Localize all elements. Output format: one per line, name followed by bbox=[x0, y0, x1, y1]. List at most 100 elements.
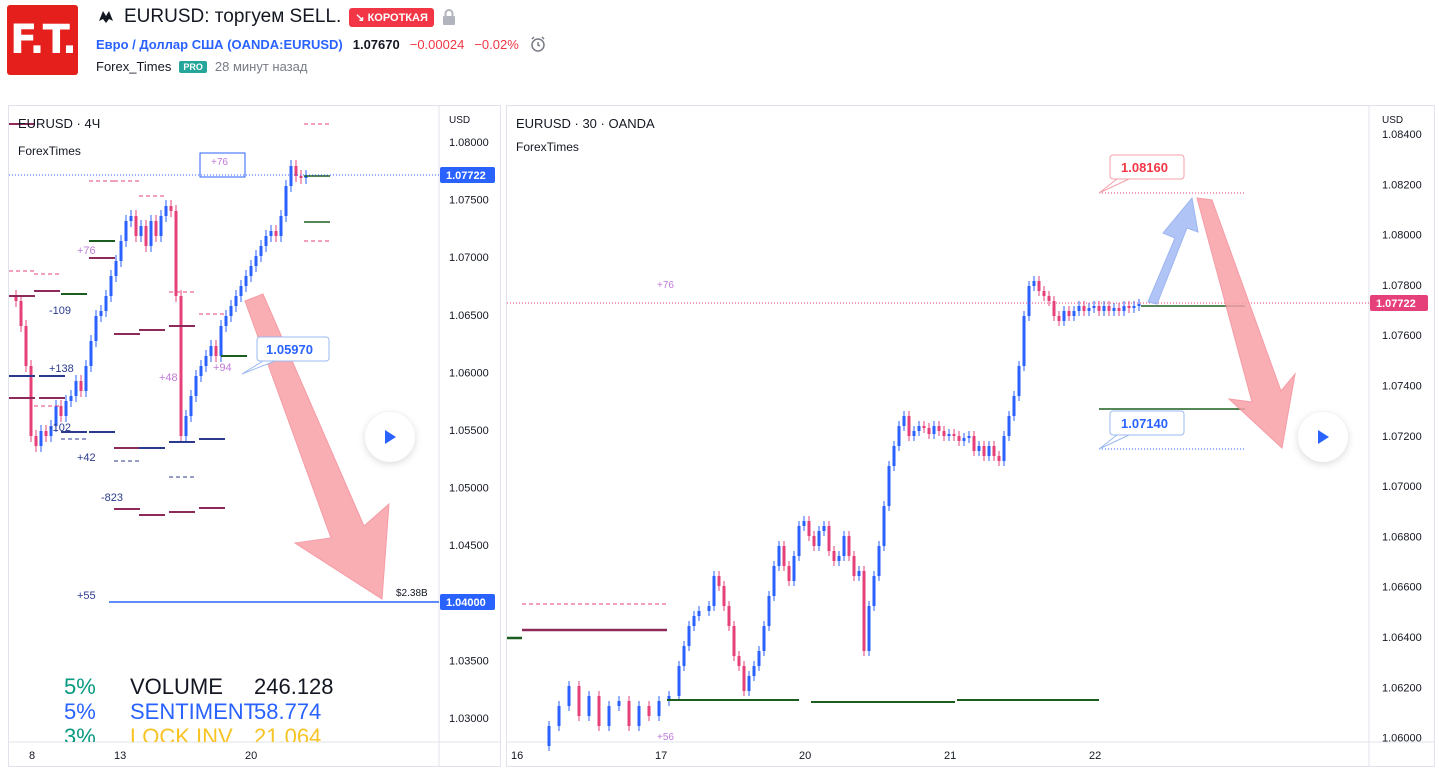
price-tick-label: 1.08200 bbox=[1382, 179, 1422, 191]
stat-pct: 3% bbox=[64, 724, 96, 742]
price-tick-label: 1.08400 bbox=[1382, 129, 1422, 141]
right-chart-subtitle: ForexTimes bbox=[516, 140, 579, 154]
stat-row: 5% SENTIMENT 58.774 bbox=[64, 699, 364, 724]
stat-row: 3% LOCK INV 21.064 bbox=[64, 724, 364, 742]
level-label: +76 bbox=[657, 280, 674, 291]
stat-value: 58.774 bbox=[254, 699, 322, 724]
level-label: +42 bbox=[77, 452, 96, 464]
price-tick-label: 1.06600 bbox=[1382, 582, 1422, 594]
down-arrow-right bbox=[1196, 197, 1296, 449]
price-tick-label: 1.05500 bbox=[449, 425, 489, 437]
callout-box bbox=[256, 336, 330, 362]
play-icon bbox=[385, 430, 396, 444]
right-chart-canvas[interactable]: 1.08160 1.07140 +76 +56 EURUSD · 30 · OA… bbox=[507, 106, 1434, 766]
price-tick-label: 1.07000 bbox=[1382, 481, 1422, 493]
play-button-left[interactable] bbox=[365, 412, 415, 462]
price-tick-label: 1.07200 bbox=[1382, 431, 1422, 443]
alarm-icon[interactable] bbox=[529, 35, 547, 53]
callout-low bbox=[1109, 410, 1185, 436]
lock-icon bbox=[442, 9, 455, 25]
left-time-axis[interactable]: 8 13 20 bbox=[29, 750, 257, 762]
callout-high bbox=[1109, 154, 1185, 180]
level-label: +55 bbox=[77, 590, 96, 602]
author-row: Forex_Times PRO 28 минут назад bbox=[96, 59, 307, 74]
left-chart-title: EURUSD · 4Ч bbox=[18, 116, 100, 131]
price-tick-label: 1.06000 bbox=[449, 367, 489, 379]
brand-logo[interactable]: F.T. bbox=[7, 5, 78, 75]
idea-title-row: EURUSD: торгуем SELL. ↘ КОРОТКАЯ bbox=[96, 5, 456, 29]
level-label: +56 bbox=[657, 732, 674, 743]
level-label: -102 bbox=[49, 422, 71, 434]
price-tick-label: 1.08000 bbox=[449, 137, 489, 149]
left-chart-subtitle: ForexTimes bbox=[18, 144, 81, 158]
volume-label: $2.38B bbox=[396, 588, 428, 599]
play-button-right[interactable] bbox=[1298, 412, 1348, 462]
stat-pct: 5% bbox=[64, 699, 96, 724]
left-candles bbox=[14, 160, 308, 452]
time-tick-label: 17 bbox=[655, 750, 667, 762]
level-label: +76 bbox=[77, 245, 96, 257]
publish-time: 28 минут назад bbox=[214, 59, 308, 74]
stat-name: VOLUME bbox=[130, 674, 223, 699]
price-tick-label: 1.06500 bbox=[449, 310, 489, 322]
pro-badge: PRO bbox=[179, 60, 207, 73]
stat-row: 5% VOLUME 246.128 bbox=[64, 674, 364, 699]
time-tick-label: 22 bbox=[1089, 750, 1101, 762]
callout-text: 1.05970 bbox=[266, 342, 313, 357]
play-icon bbox=[1318, 430, 1329, 444]
author-link[interactable]: Forex_Times bbox=[96, 59, 172, 74]
level-label: -823 bbox=[101, 492, 123, 504]
price-tick-label: 1.03000 bbox=[449, 713, 489, 725]
level-box bbox=[199, 152, 246, 178]
price-tick-label: 1.06200 bbox=[1382, 682, 1422, 694]
right-price-axis[interactable]: 1.08400 1.08200 1.08000 1.07800 1.07600 1.074… bbox=[1382, 129, 1422, 745]
bear-icon bbox=[99, 11, 113, 23]
price-change: −0.00024 bbox=[409, 36, 465, 52]
level-label: +94 bbox=[213, 362, 232, 374]
right-time-axis[interactable]: 16 17 20 21 22 bbox=[511, 750, 1101, 762]
right-chart-panel[interactable]: 1.08160 1.07140 +76 +56 EURUSD · 30 · OA… bbox=[506, 105, 1435, 767]
current-price-tag-text: 1.07722 bbox=[446, 170, 486, 182]
time-tick-label: 8 bbox=[29, 750, 35, 762]
right-chart-title: EURUSD · 30 · OANDA bbox=[516, 116, 655, 131]
current-price-tag bbox=[440, 167, 495, 183]
callout-high-text: 1.08160 bbox=[1121, 160, 1168, 175]
price-tick-label: 1.07400 bbox=[1382, 381, 1422, 393]
left-levels bbox=[9, 123, 330, 516]
price-tick-label: 1.06000 bbox=[1382, 733, 1422, 745]
price-tick-label: 1.06400 bbox=[1382, 632, 1422, 644]
symbol-row: Евро / Доллар США (OANDA:EURUSD) 1.07670… bbox=[96, 35, 547, 53]
symbol-name-link[interactable]: Евро / Доллар США (OANDA:EURUSD) bbox=[96, 36, 343, 52]
right-candles bbox=[547, 276, 1141, 751]
last-price: 1.07670 bbox=[352, 36, 400, 52]
stat-name: LOCK INV bbox=[130, 724, 233, 742]
current-price-tag-text: 1.07722 bbox=[1376, 298, 1416, 310]
left-price-axis[interactable]: 1.08000 1.07500 1.07000 1.06500 1.06000 1.055… bbox=[449, 137, 489, 725]
price-tick-label: 1.03500 bbox=[449, 655, 489, 667]
right-currency: USD bbox=[1382, 115, 1403, 126]
price-tick-label: 1.07800 bbox=[1382, 280, 1422, 292]
box-label: +76 bbox=[211, 157, 228, 168]
level-label: -109 bbox=[49, 305, 71, 317]
price-tick-label: 1.07000 bbox=[449, 252, 489, 264]
time-tick-label: 21 bbox=[944, 750, 956, 762]
callout-low-text: 1.07140 bbox=[1121, 416, 1168, 431]
level-label: +138 bbox=[49, 363, 74, 375]
left-chart-panel[interactable]: +76 1.05970 $2.38B EURUSD · 4Ч ForexTime… bbox=[8, 105, 501, 767]
down-arrow-left bbox=[244, 293, 390, 600]
up-arrow-right bbox=[1147, 196, 1199, 305]
stats-block: 5% VOLUME 246.128 5% SENTIMENT 58.774 3%… bbox=[64, 674, 364, 742]
current-price-tag bbox=[1370, 295, 1428, 311]
price-tick-label: 1.08000 bbox=[1382, 230, 1422, 242]
left-level-labels: +76 -109 +138 -102 +42 -823 +48 +94 +55 bbox=[49, 245, 232, 602]
short-badge: ↘ КОРОТКАЯ bbox=[349, 7, 434, 27]
price-change-pct: −0.02% bbox=[474, 36, 519, 52]
stat-name: SENTIMENT bbox=[130, 699, 258, 724]
time-tick-label: 20 bbox=[799, 750, 811, 762]
stat-value: 246.128 bbox=[254, 674, 334, 699]
target-price-tag-text: 1.04000 bbox=[446, 597, 486, 609]
price-tick-label: 1.07500 bbox=[449, 195, 489, 207]
price-tick-label: 1.05000 bbox=[449, 483, 489, 495]
time-tick-label: 13 bbox=[114, 750, 126, 762]
left-chart-canvas[interactable]: +76 1.05970 $2.38B EURUSD · 4Ч ForexTime… bbox=[9, 106, 500, 766]
